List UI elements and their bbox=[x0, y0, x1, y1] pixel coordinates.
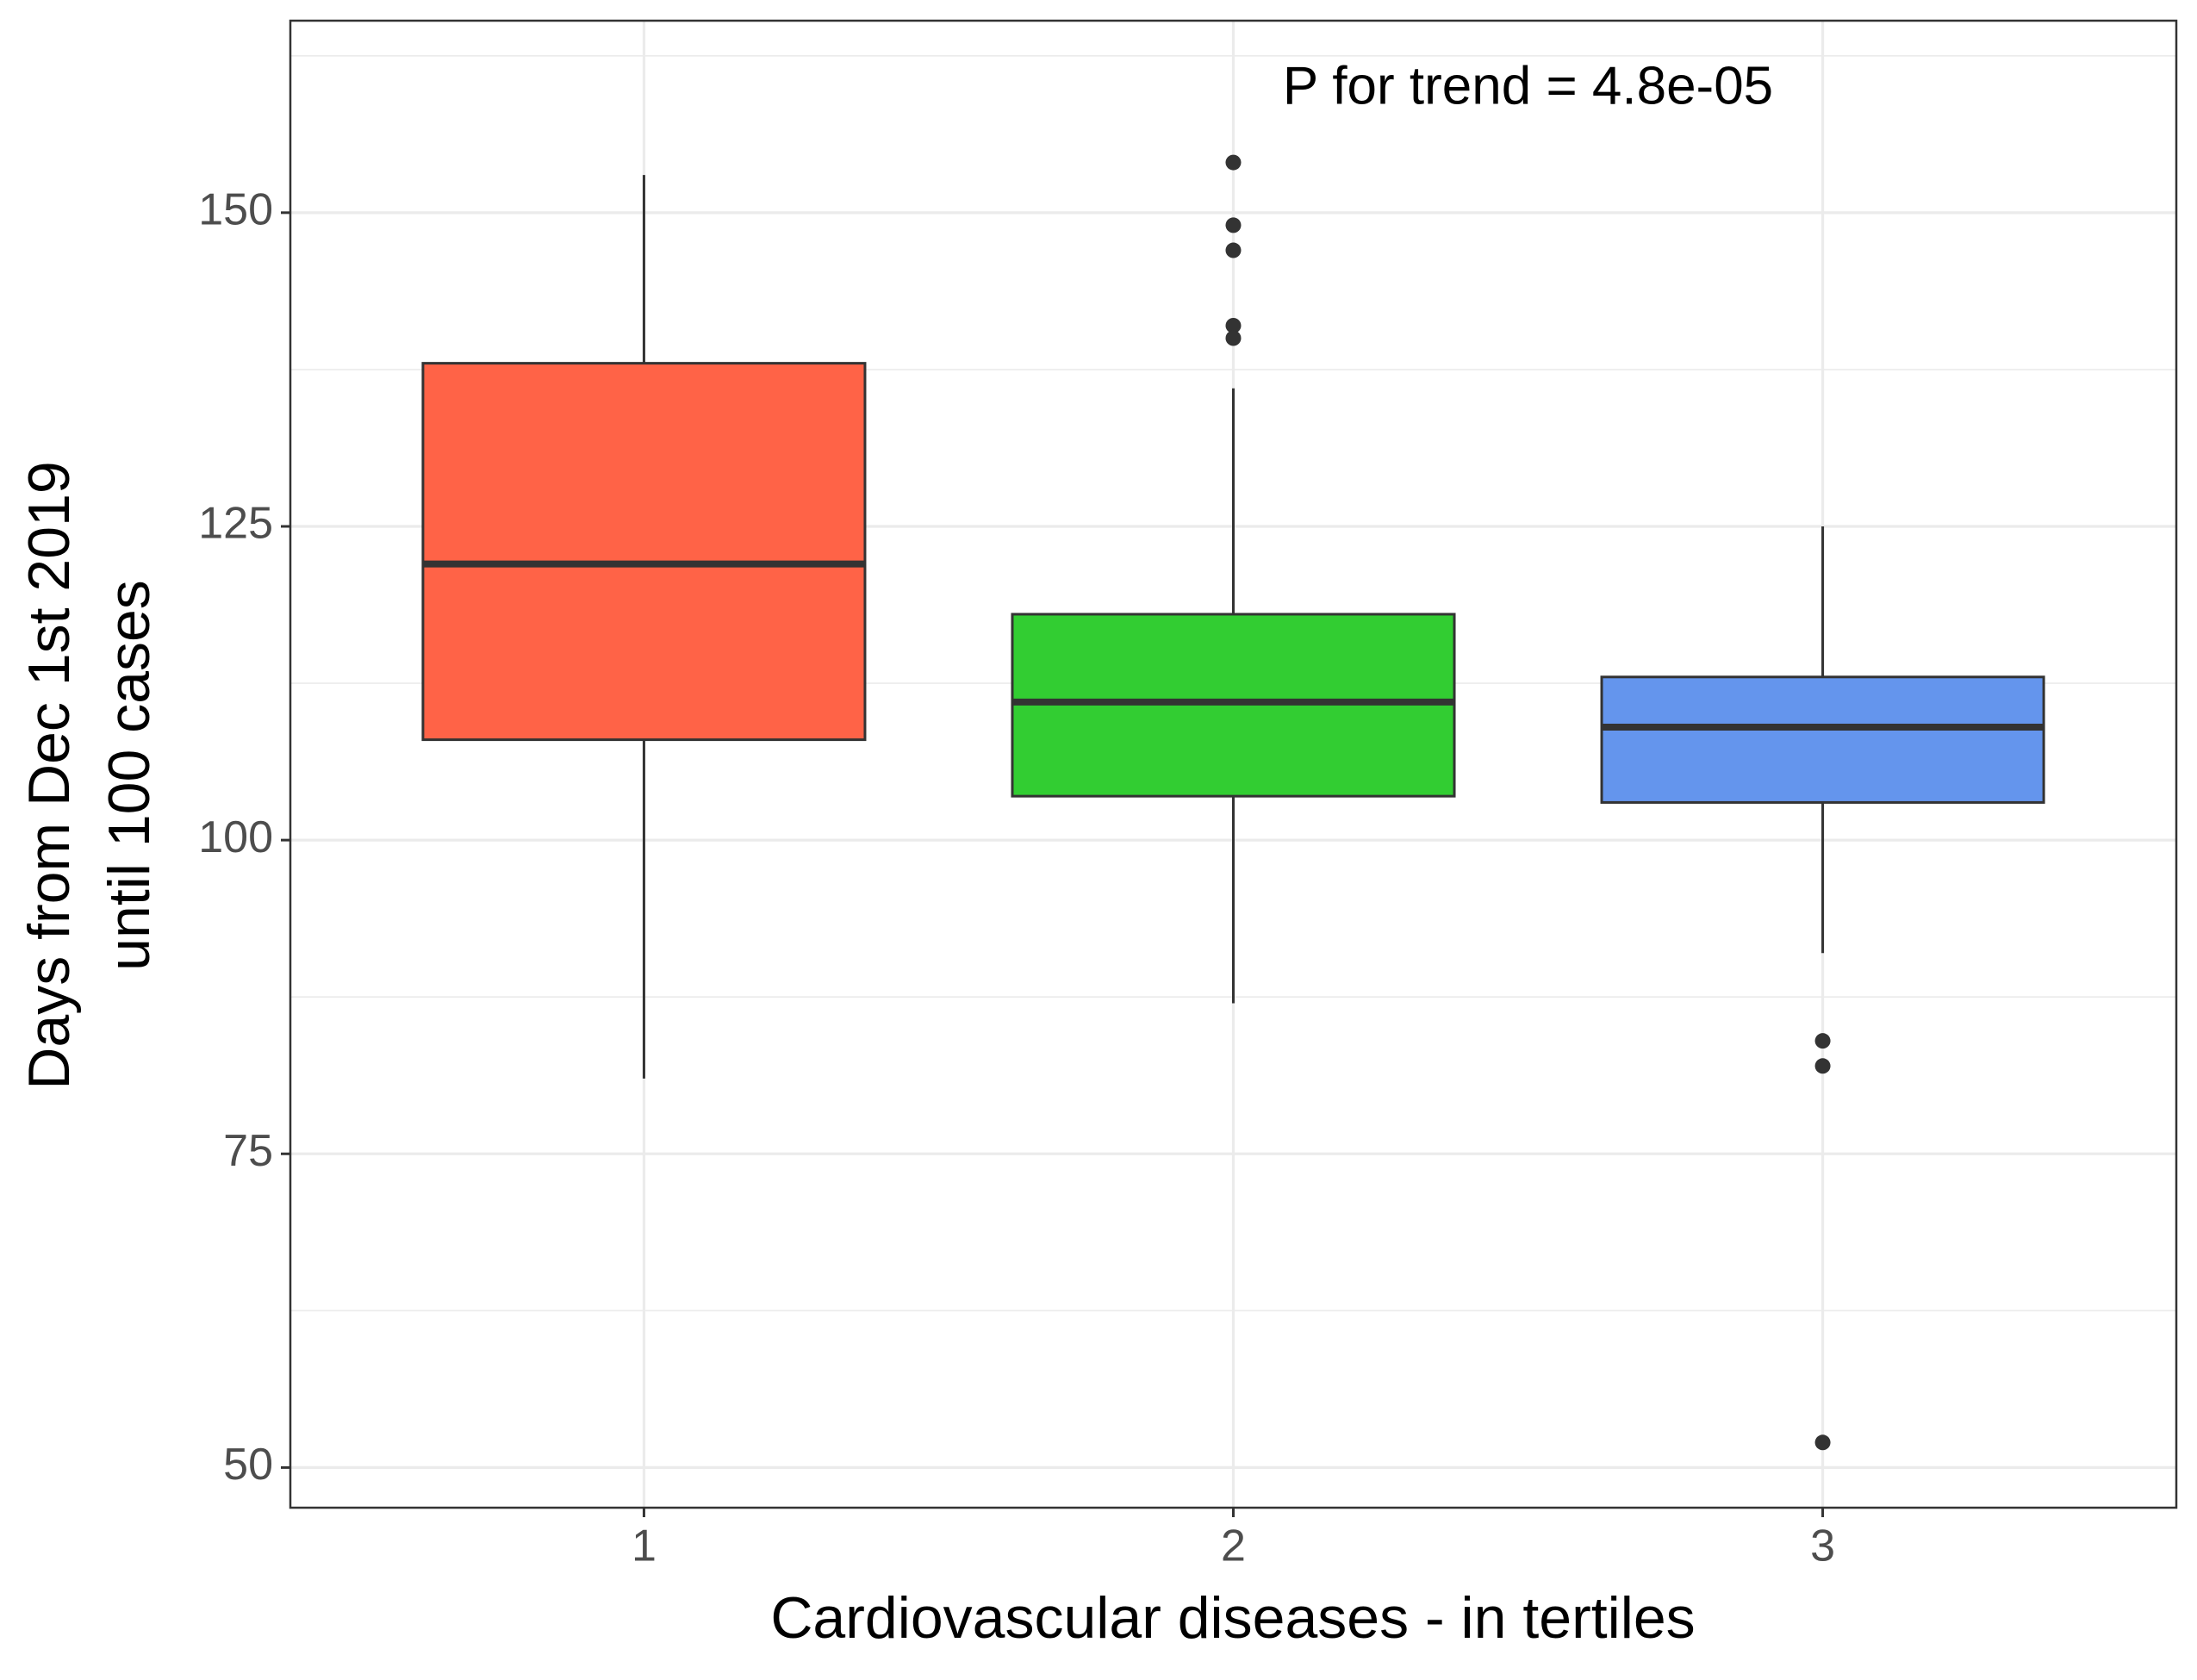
outlier bbox=[1225, 217, 1242, 233]
y-tick-label: 75 bbox=[223, 1126, 273, 1176]
x-tick-label: 2 bbox=[1221, 1521, 1246, 1571]
x-tick-label: 3 bbox=[1810, 1521, 1835, 1571]
y-tick-label: 50 bbox=[223, 1440, 273, 1490]
box bbox=[1600, 675, 2045, 804]
outlier bbox=[1814, 1058, 1831, 1074]
panel-border bbox=[289, 19, 2178, 1509]
y-tick-label: 150 bbox=[198, 185, 273, 235]
outlier bbox=[1225, 330, 1242, 346]
y-tick-label: 100 bbox=[198, 812, 273, 862]
x-axis-title: Cardiovascular diseases - in tertiles bbox=[770, 1585, 1695, 1651]
annotation: P for trend = 4.8e-05 bbox=[1283, 56, 1773, 115]
outlier bbox=[1814, 1033, 1831, 1049]
y-tick-label: 125 bbox=[198, 499, 273, 549]
y-axis-title: until 100 cases bbox=[96, 580, 162, 971]
x-tick-label: 1 bbox=[632, 1521, 657, 1571]
outlier bbox=[1225, 317, 1242, 333]
outlier bbox=[1225, 154, 1242, 171]
outlier bbox=[1814, 1434, 1831, 1451]
outlier bbox=[1225, 242, 1242, 258]
y-axis-title: Days from Dec 1st 2019 bbox=[16, 461, 82, 1089]
box bbox=[421, 362, 867, 742]
